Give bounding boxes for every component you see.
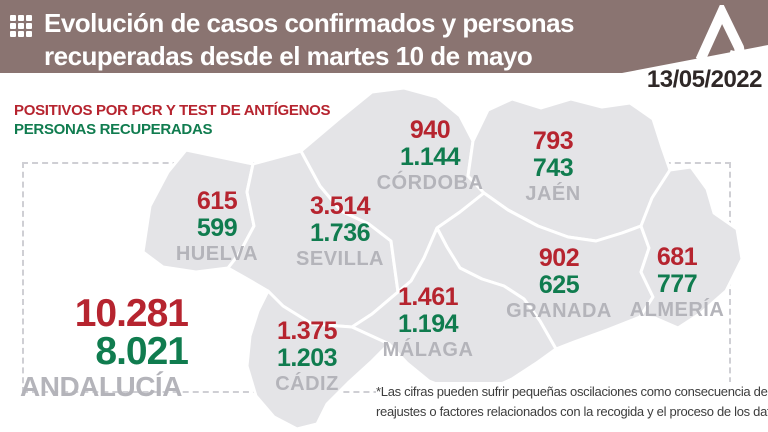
recovered-value: 1.144 <box>399 143 461 171</box>
positives-value: 902 <box>538 244 580 272</box>
recovered-value: 1.194 <box>397 310 459 338</box>
footnote: *Las cifras pueden sufrir pequeñas oscil… <box>376 382 768 422</box>
recovered-value: 1.203 <box>276 344 338 372</box>
date-label: 13/05/2022 <box>646 66 763 93</box>
positives-value: 793 <box>532 127 574 155</box>
page-title-line1: Evolución de casos confirmados y persona… <box>44 8 575 38</box>
province-name: GRANADA <box>506 300 612 322</box>
header-bar <box>0 0 768 73</box>
province-stats-sevilla: 3.514 1.736 SEVILLA <box>296 193 384 271</box>
recovered-value: 599 <box>196 214 238 242</box>
legend-recovered-label: PERSONAS RECUPERADAS <box>14 121 213 138</box>
map-province-malaga <box>350 226 558 394</box>
province-name: CÁDIZ <box>275 373 339 395</box>
footnote-line2: reajustes o factores relacionados con la… <box>376 404 768 419</box>
region-name: ANDALUCÍA <box>20 371 182 402</box>
province-name: CÓRDOBA <box>376 172 484 194</box>
legend: POSITIVOS POR PCR Y TEST DE ANTÍGENOS PE… <box>14 101 330 139</box>
province-stats-malaga: 1.461 1.194 MÁLAGA <box>383 284 474 362</box>
total-positives-value: 10.281 <box>74 292 189 335</box>
province-stats-jaen: 793 743 JAÉN <box>525 128 580 206</box>
page-title: Evolución de casos confirmados y persona… <box>44 7 575 73</box>
positives-value: 940 <box>409 116 451 144</box>
positives-value: 681 <box>656 243 698 271</box>
province-name: JAÉN <box>525 183 581 205</box>
recovered-value: 743 <box>532 154 574 182</box>
recovered-value: 625 <box>538 271 580 299</box>
grid-icon <box>10 15 32 37</box>
province-name: ALMERÍA <box>629 299 725 321</box>
map-province-almeria <box>638 165 744 330</box>
total-recovered-value: 8.021 <box>95 330 189 373</box>
province-stats-cordoba: 940 1.144 CÓRDOBA <box>377 117 484 195</box>
province-stats-granada: 902 625 GRANADA <box>506 245 612 323</box>
junta-de-andalucia-logo-icon <box>695 5 745 63</box>
positives-value: 615 <box>196 187 238 215</box>
footnote-line1: *Las cifras pueden sufrir pequeñas oscil… <box>376 384 768 399</box>
legend-positives-label: POSITIVOS POR PCR Y TEST DE ANTÍGENOS <box>14 102 331 119</box>
province-stats-almeria: 681 777 ALMERÍA <box>630 244 725 322</box>
province-name: SEVILLA <box>296 248 384 270</box>
province-name: MÁLAGA <box>382 339 474 361</box>
province-name: HUELVA <box>175 243 259 265</box>
map-province-cadiz <box>245 289 391 431</box>
recovered-value: 1.736 <box>309 219 371 247</box>
positives-value: 3.514 <box>309 192 371 220</box>
positives-value: 1.461 <box>397 283 459 311</box>
province-stats-huelva: 615 599 HUELVA <box>176 188 258 266</box>
region-totals: 10.281 8.021 ANDALUCÍA <box>20 292 189 402</box>
province-stats-cadiz: 1.375 1.203 CÁDIZ <box>275 318 339 396</box>
recovered-value: 777 <box>656 270 698 298</box>
page-title-line2: recuperadas desde el martes 10 de mayo <box>44 41 533 71</box>
positives-value: 1.375 <box>276 317 338 345</box>
